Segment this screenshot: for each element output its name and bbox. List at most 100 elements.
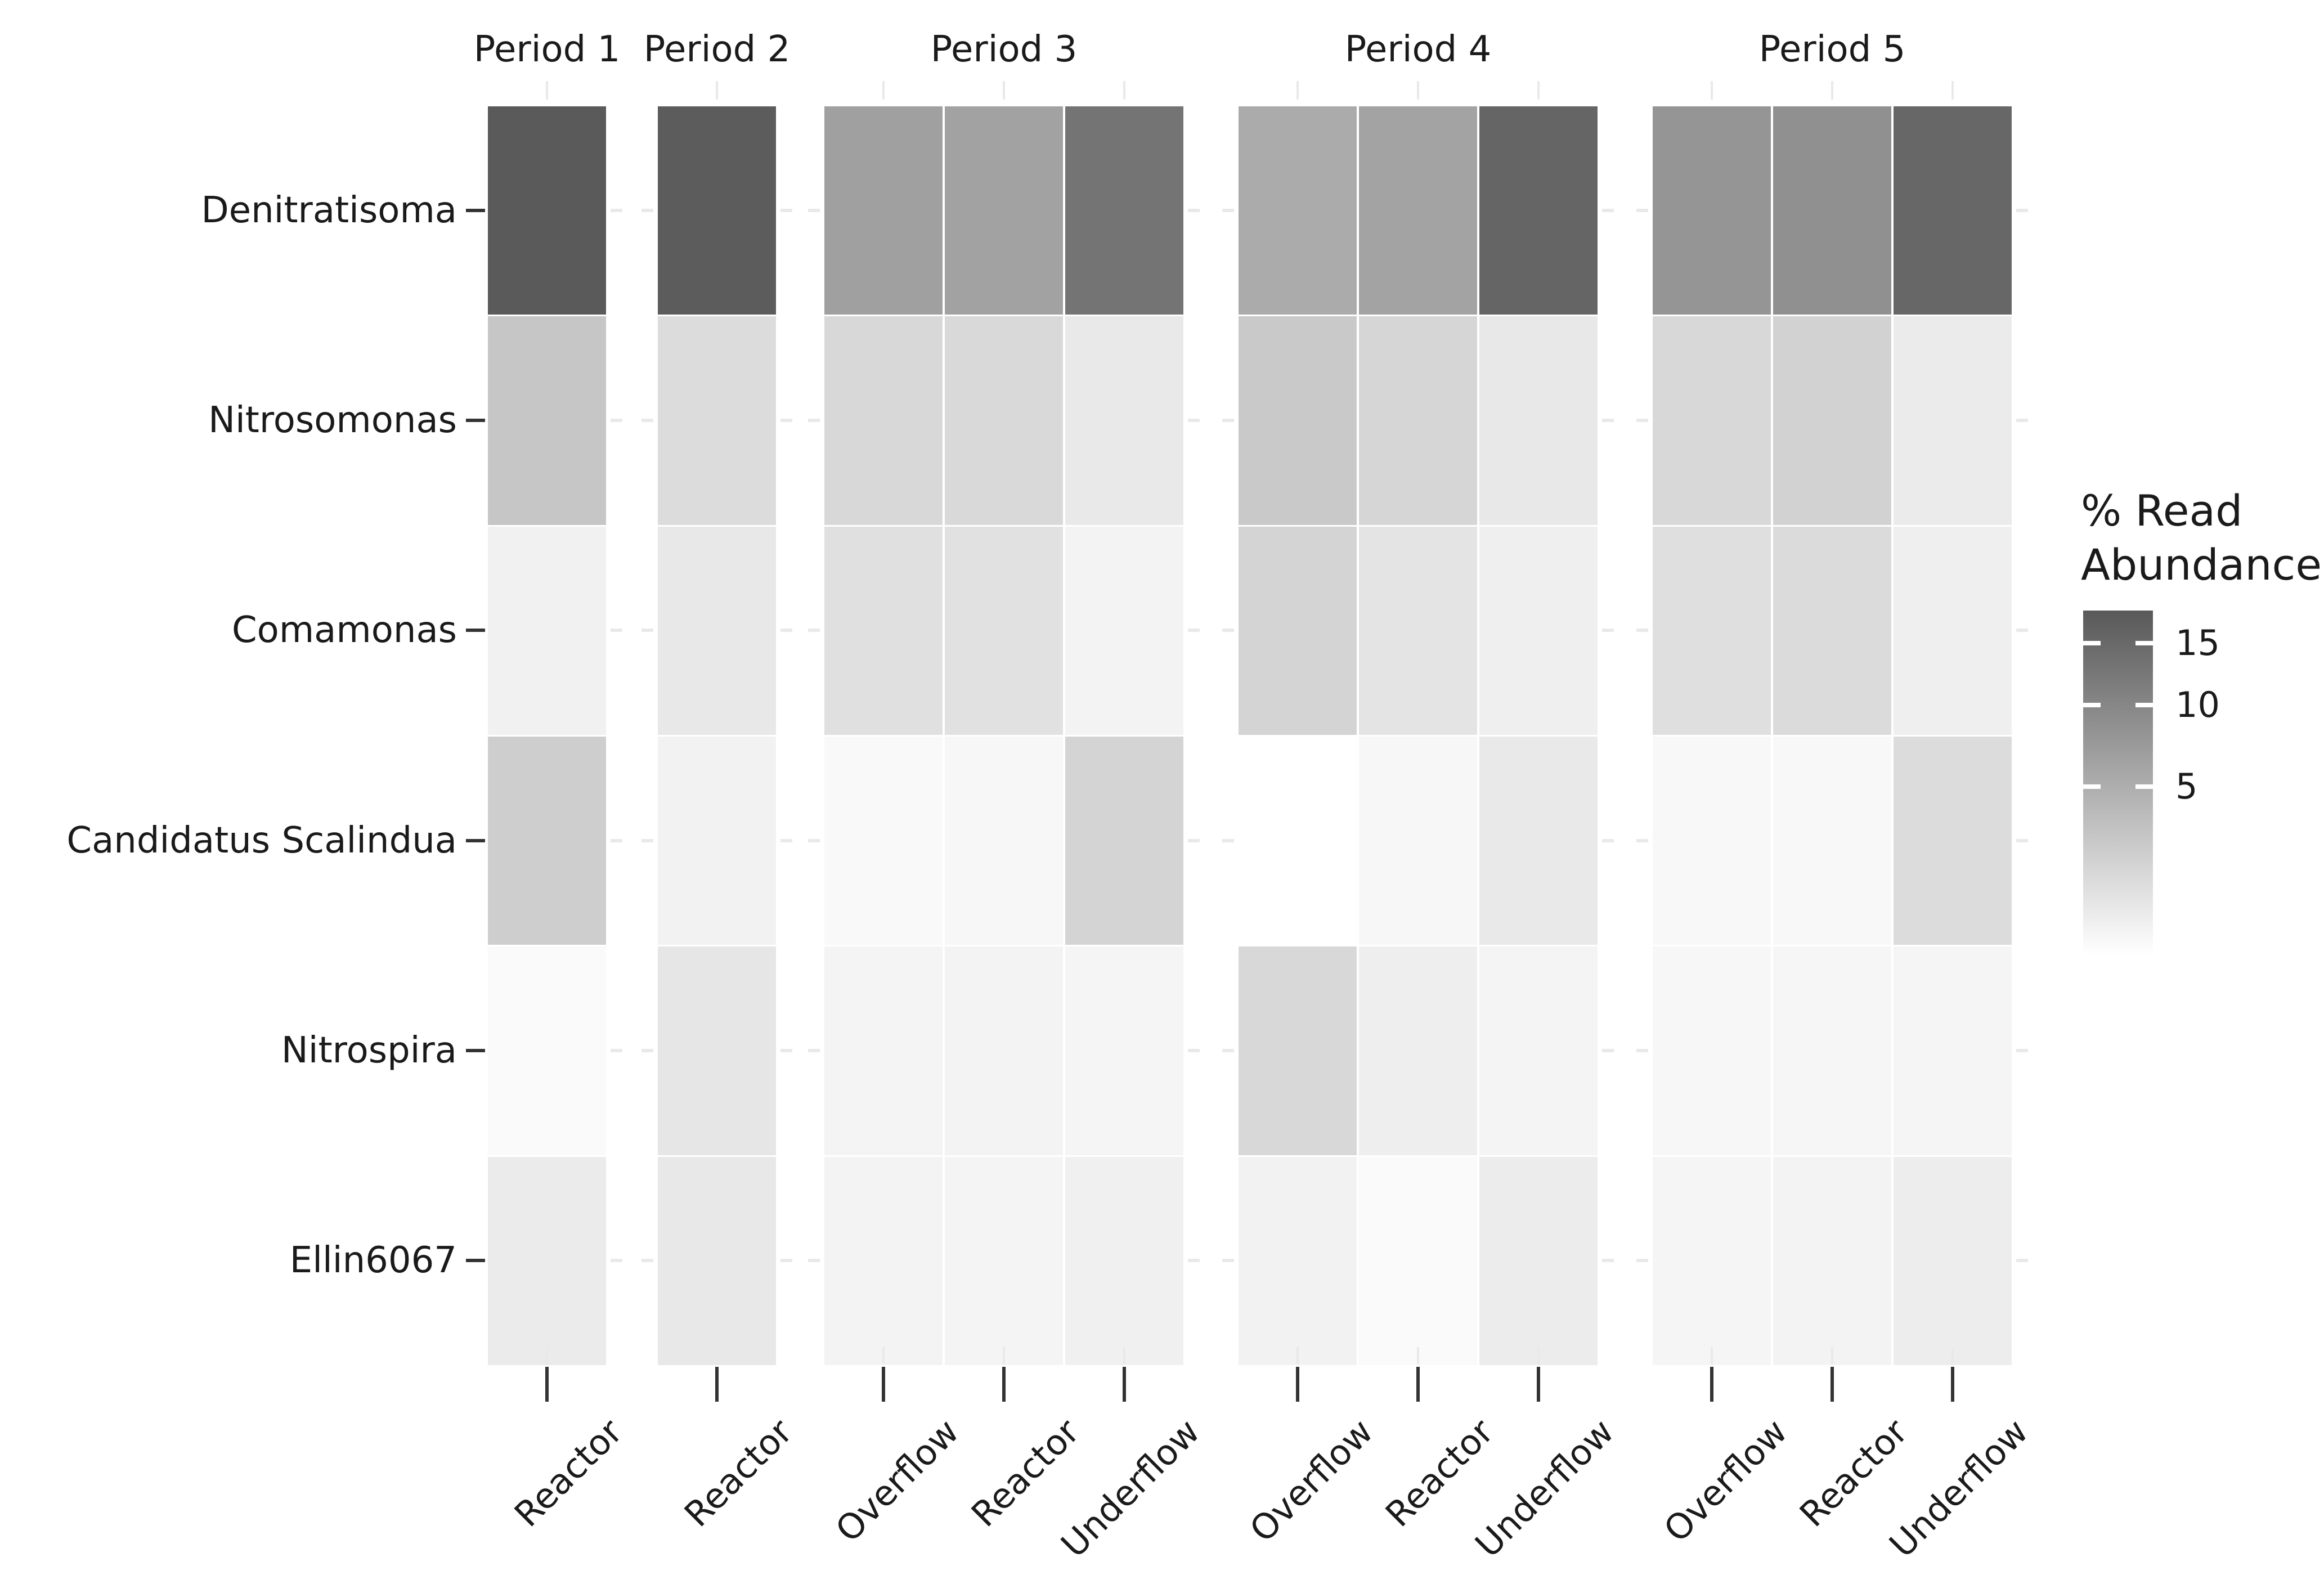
heatmap-cell: [1652, 945, 1772, 1156]
heatmap-cell: [1478, 525, 1599, 736]
heatmap-cell: [1772, 105, 1892, 316]
gridline-right-dash: [2016, 1049, 2028, 1052]
heatmap-cell: [487, 1155, 607, 1366]
gridline-bottom-dash: [1711, 1347, 1713, 1364]
heatmap-cell: [1652, 735, 1772, 946]
heatmap-cell: [1358, 1155, 1478, 1366]
facet-label: Period 4: [1344, 29, 1492, 70]
heatmap-cell: [1478, 105, 1599, 316]
heatmap-cell: [1237, 105, 1358, 316]
gridline-left-dash: [808, 208, 820, 212]
gridline-bottom-dash: [1951, 1347, 1954, 1364]
heatmap-cell: [1478, 735, 1599, 946]
heatmap-cell: [1892, 945, 2013, 1156]
heatmap-cell: [487, 105, 607, 316]
gridline-right-dash: [1602, 419, 1614, 422]
gridline-bottom-dash: [1123, 1347, 1125, 1364]
x-axis-tick: [1710, 1367, 1713, 1402]
gridline-right-dash: [611, 838, 622, 842]
gridline-right-dash: [780, 629, 792, 632]
y-axis-tick: [466, 419, 485, 422]
gridline-left-dash: [1636, 208, 1648, 212]
gridline-right-dash: [1188, 208, 1200, 212]
gridline-right-dash: [780, 208, 792, 212]
gridline-right-dash: [780, 1259, 792, 1263]
legend-tick-label: 15: [2175, 622, 2220, 663]
gridline-top-dash: [882, 81, 885, 100]
gridline-right-dash: [1602, 1259, 1614, 1263]
heatmap-cell: [1358, 105, 1478, 316]
x-axis-tick: [715, 1367, 719, 1402]
heatmap-cell: [823, 945, 944, 1156]
gridline-left-dash: [641, 1049, 653, 1052]
heatmap-cell: [944, 315, 1064, 526]
x-axis-tick: [1416, 1367, 1420, 1402]
facet-label: Period 1: [473, 29, 621, 70]
x-axis-tick: [1123, 1367, 1126, 1402]
gridline-left-dash: [1222, 419, 1234, 422]
gridline-right-dash: [611, 1259, 622, 1263]
gridline-right-dash: [1602, 838, 1614, 842]
gridline-right-dash: [780, 838, 792, 842]
heatmap-cell: [1652, 1155, 1772, 1366]
gridline-left-dash: [641, 838, 653, 842]
heatmap-cell: [823, 735, 944, 946]
gridline-top-dash: [546, 81, 548, 100]
gridline-right-dash: [2016, 1259, 2028, 1263]
x-axis-tick: [1951, 1367, 1954, 1402]
x-axis-tick: [1537, 1367, 1540, 1402]
legend-tick-mark-left: [2083, 703, 2101, 708]
gridline-left-dash: [1222, 1049, 1234, 1052]
legend-tick-mark-right: [2135, 784, 2153, 789]
gridline-right-dash: [2016, 838, 2028, 842]
heatmap-cell: [823, 1155, 944, 1366]
gridline-top-dash: [1831, 81, 1833, 100]
gridline-left-dash: [1222, 1259, 1234, 1263]
gridline-left-dash: [808, 1049, 820, 1052]
gridline-top-dash: [1537, 81, 1540, 100]
gridline-left-dash: [1636, 1259, 1648, 1263]
heatmap-cell: [1358, 525, 1478, 736]
heatmap-cell: [487, 525, 607, 736]
heatmap-cell: [1772, 525, 1892, 736]
gridline-right-dash: [1602, 208, 1614, 212]
gridline-right-dash: [1188, 1049, 1200, 1052]
legend-title-line-1: % Read: [2081, 486, 2243, 536]
y-axis-tick: [466, 629, 485, 632]
gridline-left-dash: [1222, 838, 1234, 842]
y-axis-label: Nitrosomonas: [208, 400, 457, 441]
heatmap-cell: [1772, 945, 1892, 1156]
heatmap-cell: [657, 105, 777, 316]
gridline-right-dash: [611, 208, 622, 212]
gridline-bottom-dash: [1831, 1347, 1833, 1364]
heatmap-cell: [1652, 105, 1772, 316]
heatmap-cell: [944, 1155, 1064, 1366]
y-axis-tick: [466, 1049, 485, 1052]
x-axis-tick: [1002, 1367, 1006, 1402]
gridline-right-dash: [611, 419, 622, 422]
gridline-right-dash: [1188, 1259, 1200, 1263]
gridline-top-dash: [1417, 81, 1419, 100]
heatmap-cell: [1358, 735, 1478, 946]
legend-tick-label: 5: [2175, 765, 2198, 807]
legend-colorbar: [2083, 611, 2153, 955]
gridline-right-dash: [611, 1049, 622, 1052]
gridline-left-dash: [1636, 419, 1648, 422]
heatmap-cell: [1064, 1155, 1185, 1366]
gridline-right-dash: [780, 419, 792, 422]
gridline-left-dash: [641, 208, 653, 212]
facet-label: Period 5: [1758, 29, 1906, 70]
heatmap-cell: [1237, 525, 1358, 736]
x-axis-tick: [1296, 1367, 1299, 1402]
gridline-top-dash: [1951, 81, 1954, 100]
heatmap-cell: [1892, 315, 2013, 526]
y-axis-tick: [466, 1259, 485, 1263]
heatmap-cell: [657, 1155, 777, 1366]
x-axis-tick: [1831, 1367, 1834, 1402]
legend: % Read Abundance 15 10 5: [2043, 484, 2324, 990]
gridline-left-dash: [808, 419, 820, 422]
heatmap-cell: [1064, 525, 1185, 736]
gridline-top-dash: [716, 81, 718, 100]
gridline-bottom-dash: [1417, 1347, 1419, 1364]
gridline-left-dash: [808, 1259, 820, 1263]
